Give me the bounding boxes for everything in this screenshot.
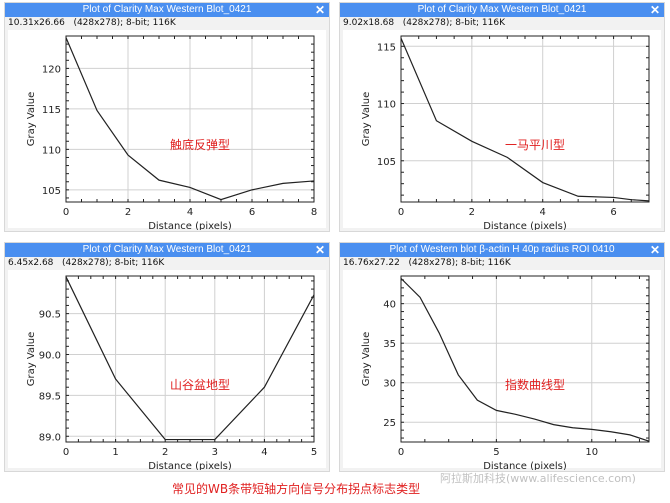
svg-text:2: 2	[469, 207, 475, 218]
svg-text:90.0: 90.0	[39, 351, 61, 362]
svg-text:105: 105	[42, 186, 61, 197]
svg-text:5: 5	[311, 447, 317, 458]
image-info: 6.45x2.68 (428x278); 8-bit; 116K	[8, 258, 165, 268]
window-titlebar[interactable]: Plot of Clarity Max Western Blot_0421 ✕	[5, 3, 329, 17]
window-title: Plot of Clarity Max Western Blot_0421	[82, 244, 252, 255]
svg-text:Distance (pixels): Distance (pixels)	[148, 221, 232, 230]
svg-text:一马平川型: 一马平川型	[505, 138, 565, 152]
image-info: 10.31x26.66 (428x278); 8-bit; 116K	[8, 18, 176, 28]
svg-text:Gray Value: Gray Value	[361, 332, 372, 387]
svg-text:115: 115	[42, 105, 61, 116]
svg-text:115: 115	[377, 42, 396, 53]
svg-text:2: 2	[125, 207, 131, 218]
window-titlebar[interactable]: Plot of Western blot β-actin H 40p radiu…	[340, 243, 664, 257]
svg-text:90.5: 90.5	[39, 310, 61, 321]
svg-text:Distance (pixels): Distance (pixels)	[483, 461, 567, 470]
plot-window-2: Plot of Clarity Max Western Blot_0421 ✕ …	[339, 2, 665, 232]
plot-canvas: 0 1 2 3 4 5 89.0 89.5 90.0 90.5 Distance (pixels) G…	[8, 270, 326, 472]
svg-text:89.0: 89.0	[39, 432, 61, 443]
svg-text:120: 120	[42, 64, 61, 75]
line-chart: 0 5 10 25 30 35 40 Distance (pixels) Gray Value 指…	[361, 275, 650, 472]
svg-text:4: 4	[261, 447, 267, 458]
svg-text:2: 2	[162, 447, 168, 458]
watermark: 阿拉斯加科技(www.alifescience.com)	[440, 472, 636, 485]
line-chart: 0 2 4 6 105 110 115 Distance (pixels) Gray Value…	[361, 35, 650, 232]
svg-text:30: 30	[383, 379, 396, 390]
line-chart: 0 1 2 3 4 5 89.0 89.5 90.0 90.5 Distance (pixels) G…	[26, 275, 317, 472]
svg-text:110: 110	[377, 100, 396, 111]
image-info: 9.02x18.68 (428x278); 8-bit; 116K	[343, 18, 505, 28]
svg-text:Distance (pixels): Distance (pixels)	[148, 461, 232, 470]
svg-text:40: 40	[383, 300, 396, 311]
plot-window-1: Plot of Clarity Max Western Blot_0421 ✕ …	[4, 2, 330, 232]
svg-text:1: 1	[112, 447, 118, 458]
svg-text:4: 4	[540, 207, 546, 218]
svg-text:89.5: 89.5	[39, 391, 61, 402]
plot-canvas: 0 5 10 25 30 35 40 Distance (pixels) Gray Value 指…	[343, 270, 661, 472]
svg-text:0: 0	[63, 447, 69, 458]
window-title: Plot of Clarity Max Western Blot_0421	[417, 4, 587, 15]
plot-window-3: Plot of Clarity Max Western Blot_0421 ✕ …	[4, 242, 330, 472]
svg-text:35: 35	[383, 339, 396, 350]
window-title: Plot of Western blot β-actin H 40p radiu…	[389, 244, 615, 255]
svg-text:Gray Value: Gray Value	[361, 92, 372, 147]
svg-text:4: 4	[187, 207, 193, 218]
line-chart: 0 2 4 6 8 105 110 115 120 Distance (pixels) Gray V…	[26, 35, 317, 232]
svg-text:触底反弹型: 触底反弹型	[170, 137, 230, 152]
window-title: Plot of Clarity Max Western Blot_0421	[82, 4, 252, 15]
svg-text:Gray Value: Gray Value	[26, 92, 37, 147]
svg-text:25: 25	[383, 418, 396, 429]
svg-text:指数曲线型: 指数曲线型	[505, 377, 565, 392]
svg-text:Gray Value: Gray Value	[26, 332, 37, 387]
svg-text:0: 0	[398, 207, 404, 218]
svg-text:10: 10	[585, 447, 598, 458]
window-titlebar[interactable]: Plot of Clarity Max Western Blot_0421 ✕	[5, 243, 329, 257]
svg-text:0: 0	[398, 447, 404, 458]
plot-canvas: 0 2 4 6 105 110 115 Distance (pixels) Gray Value…	[343, 30, 661, 232]
image-info: 16.76x27.22 (428x278); 8-bit; 116K	[343, 258, 511, 268]
svg-text:3: 3	[212, 447, 218, 458]
plot-window-4: Plot of Western blot β-actin H 40p radiu…	[339, 242, 665, 472]
svg-text:Distance (pixels): Distance (pixels)	[483, 221, 567, 230]
close-icon[interactable]: ✕	[649, 3, 661, 17]
window-titlebar[interactable]: Plot of Clarity Max Western Blot_0421 ✕	[340, 3, 664, 17]
close-icon[interactable]: ✕	[649, 243, 661, 257]
plot-canvas: 0 2 4 6 8 105 110 115 120 Distance (pixels) Gray V…	[8, 30, 326, 232]
figure-caption: 常见的WB条带短轴方向信号分布拐点标志类型	[172, 482, 421, 496]
svg-text:0: 0	[63, 207, 69, 218]
svg-text:6: 6	[610, 207, 616, 218]
svg-text:5: 5	[493, 447, 499, 458]
svg-text:山谷盆地型: 山谷盆地型	[170, 378, 230, 392]
svg-text:110: 110	[42, 145, 61, 156]
svg-text:8: 8	[311, 207, 317, 218]
close-icon[interactable]: ✕	[314, 3, 326, 17]
svg-text:6: 6	[249, 207, 255, 218]
close-icon[interactable]: ✕	[314, 243, 326, 257]
svg-text:105: 105	[377, 157, 396, 168]
